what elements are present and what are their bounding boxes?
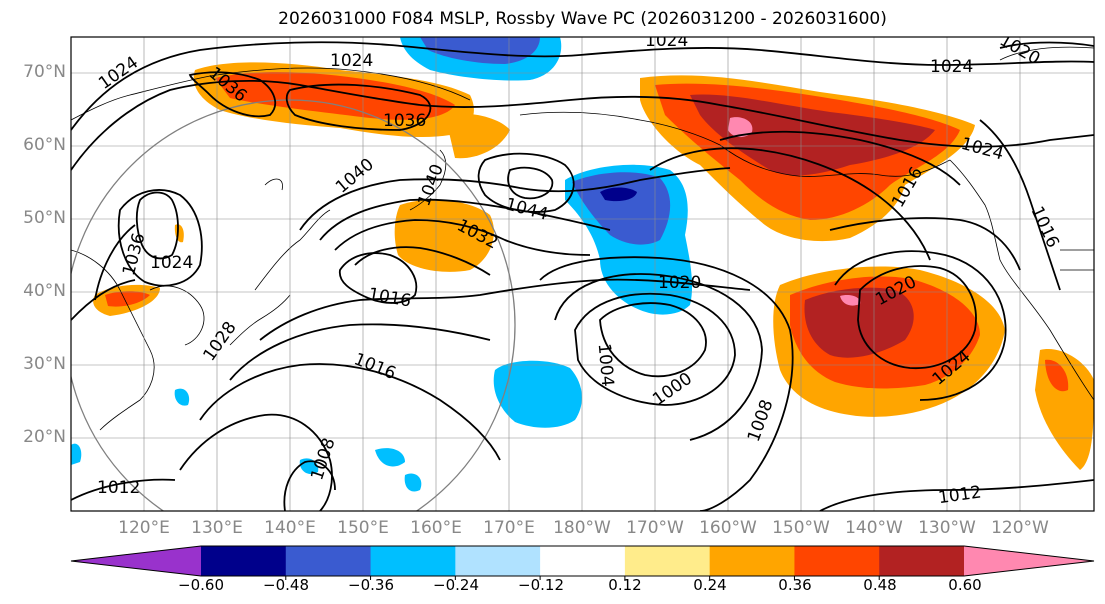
colorbar-extend-max (964, 546, 1094, 576)
colorbar-segment (879, 546, 965, 576)
map-frame (70, 36, 1095, 512)
lon-label: 130°E (191, 518, 243, 538)
lat-label: 30°N (23, 354, 66, 374)
colorbar-tick-label: −0.60 (178, 576, 224, 594)
lon-label: 140°W (845, 518, 903, 538)
lat-label: 60°N (23, 135, 66, 155)
contour-label: 1012 (97, 478, 140, 498)
colorbar-segment (370, 546, 456, 576)
lon-label: 150°W (772, 518, 830, 538)
contour-label: 1024 (330, 51, 373, 71)
lat-label: 20°N (23, 427, 66, 447)
colorbar-tick-label: −0.12 (518, 576, 564, 594)
contour-label: 1004 (594, 343, 618, 388)
colorbar-tick-label: 0.36 (778, 576, 812, 594)
lon-label: 180°W (553, 518, 611, 538)
lon-label: 120°W (991, 518, 1049, 538)
negative-anomaly-shading (71, 37, 693, 492)
lon-label: 150°E (337, 518, 389, 538)
colorbar-segment (624, 546, 711, 576)
colorbar-tick-label: 0.48 (863, 576, 897, 594)
colorbar-segment (285, 546, 372, 576)
lon-label: 170°W (626, 518, 684, 538)
colorbar (70, 545, 1095, 580)
colorbar-tick-label: 0.60 (948, 576, 982, 594)
colorbar-tick-label: −0.48 (263, 576, 309, 594)
lat-label: 40°N (23, 281, 66, 301)
contour-label: 1036 (383, 111, 426, 131)
lon-label: 130°W (918, 518, 976, 538)
map-title: 2026031000 F084 MSLP, Rossby Wave PC (20… (278, 9, 887, 29)
lon-label: 160°W (699, 518, 757, 538)
contour-label: 1024 (150, 253, 193, 273)
colorbar-extend-min (71, 546, 201, 576)
map-plot-area: 1024 1024 1024 1020 1024 1036 1036 1040 … (71, 31, 1094, 511)
colorbar-segment (201, 546, 287, 576)
colorbar-segment (455, 546, 541, 576)
mslp-contours (71, 41, 1094, 511)
lat-label: 70°N (23, 62, 66, 82)
lat-label: 50°N (23, 208, 66, 228)
coastlines (71, 46, 1094, 431)
colorbar-segment (540, 546, 626, 576)
colorbar-tick-label: −0.24 (433, 576, 479, 594)
colorbar-segment (794, 546, 880, 576)
contour-label: 1020 (658, 273, 701, 293)
region-circle (71, 99, 516, 511)
colorbar-segment (709, 546, 795, 576)
colorbar-tick-label: 0.24 (693, 576, 727, 594)
colorbar-outline (70, 545, 1095, 577)
colorbar-tick-label: 0.12 (608, 576, 642, 594)
contour-label: 1024 (645, 31, 688, 51)
colorbar-tick-label: −0.36 (348, 576, 394, 594)
lon-label: 140°E (264, 518, 316, 538)
lon-label: 120°E (118, 518, 170, 538)
lon-label: 160°E (410, 518, 462, 538)
contour-label: 1024 (930, 57, 973, 77)
lon-label: 170°E (483, 518, 535, 538)
